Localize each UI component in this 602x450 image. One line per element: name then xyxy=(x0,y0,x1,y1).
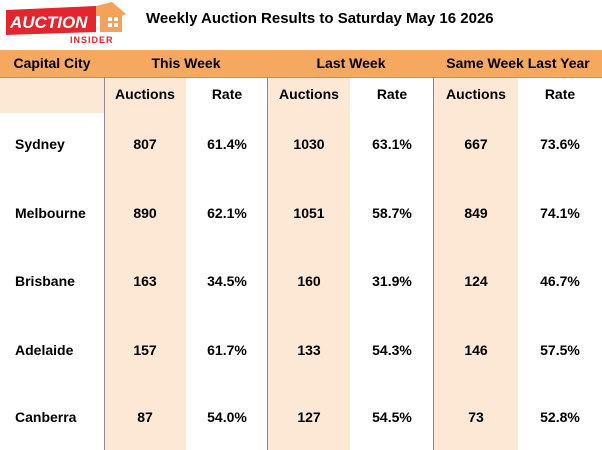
row-sydney-lw-rate: 63.1% xyxy=(372,136,412,152)
row-adelaide-tw-rate: 61.7% xyxy=(207,342,247,358)
row-brisbane-ly-rate: 46.7% xyxy=(540,273,580,289)
row-sydney-city: Sydney xyxy=(15,136,65,152)
last-week-auctions-shade xyxy=(268,77,350,450)
row-adelaide-lw-auctions: 133 xyxy=(297,342,321,358)
logo-sub-text: INSIDER xyxy=(70,35,114,45)
row-canberra-lw-rate: 54.5% xyxy=(372,409,412,425)
logo-banner-shape xyxy=(6,6,96,35)
row-melbourne-ly-rate: 74.1% xyxy=(540,205,580,221)
divider-last-week xyxy=(267,77,268,450)
row-canberra-ly-auctions: 73 xyxy=(468,409,484,425)
row-sydney-ly-auctions: 667 xyxy=(464,136,488,152)
row-melbourne-lw-auctions: 1051 xyxy=(293,205,325,221)
subheader-last-week-rate: Rate xyxy=(376,86,408,102)
row-brisbane-tw-rate: 34.5% xyxy=(207,273,247,289)
subheader-last-week-auctions: Auctions xyxy=(279,86,339,102)
divider-last-year xyxy=(433,77,434,450)
auction-insider-logo: AUCTION INSIDER xyxy=(6,2,126,45)
row-canberra-ly-rate: 52.8% xyxy=(540,409,580,425)
row-canberra-lw-auctions: 127 xyxy=(297,409,321,425)
auction-results-table: Capital City This Week Last Week Same We… xyxy=(0,50,602,450)
row-brisbane-lw-auctions: 160 xyxy=(297,273,321,289)
row-brisbane-lw-rate: 31.9% xyxy=(372,273,412,289)
row-sydney-tw-rate: 61.4% xyxy=(207,136,247,152)
row-sydney-ly-rate: 73.6% xyxy=(540,136,580,152)
header-same-week-last-year: Same Week Last Year xyxy=(446,55,590,71)
row-canberra-tw-rate: 54.0% xyxy=(207,409,247,425)
row-sydney-lw-auctions: 1030 xyxy=(293,136,325,152)
row-melbourne-tw-rate: 62.1% xyxy=(207,205,247,221)
header-last-week: Last Week xyxy=(316,55,386,71)
page-title: Weekly Auction Results to Saturday May 1… xyxy=(146,10,494,27)
row-adelaide-ly-rate: 57.5% xyxy=(540,342,580,358)
row-canberra-city: Canberra xyxy=(15,409,77,425)
row-melbourne-tw-auctions: 890 xyxy=(133,205,157,221)
row-brisbane-city: Brisbane xyxy=(15,273,75,289)
header-capital-city: Capital City xyxy=(13,55,91,71)
row-adelaide-ly-auctions: 146 xyxy=(464,342,488,358)
house-window-icon xyxy=(108,17,112,21)
header-this-week: This Week xyxy=(151,55,221,71)
row-adelaide-city: Adelaide xyxy=(15,342,74,358)
row-sydney-tw-auctions: 807 xyxy=(133,136,157,152)
last-year-auctions-shade xyxy=(434,77,518,450)
divider-this-week xyxy=(104,77,105,450)
row-melbourne-city: Melbourne xyxy=(15,205,86,221)
logo-main-text: AUCTION xyxy=(9,13,88,32)
row-adelaide-lw-rate: 54.3% xyxy=(372,342,412,358)
header-row xyxy=(0,50,602,78)
row-brisbane-ly-auctions: 124 xyxy=(464,273,488,289)
row-brisbane-tw-auctions: 163 xyxy=(133,273,157,289)
subheader-last-year-auctions: Auctions xyxy=(446,86,506,102)
row-melbourne-lw-rate: 58.7% xyxy=(372,205,412,221)
subheader-this-week-rate: Rate xyxy=(211,86,243,102)
row-canberra-tw-auctions: 87 xyxy=(137,409,153,425)
this-week-auctions-shade xyxy=(104,77,186,450)
row-melbourne-ly-auctions: 849 xyxy=(464,205,488,221)
city-subheader-shade xyxy=(0,77,104,113)
subheader-last-year-rate: Rate xyxy=(544,86,576,102)
row-adelaide-tw-auctions: 157 xyxy=(133,342,157,358)
subheader-this-week-auctions: Auctions xyxy=(115,86,175,102)
